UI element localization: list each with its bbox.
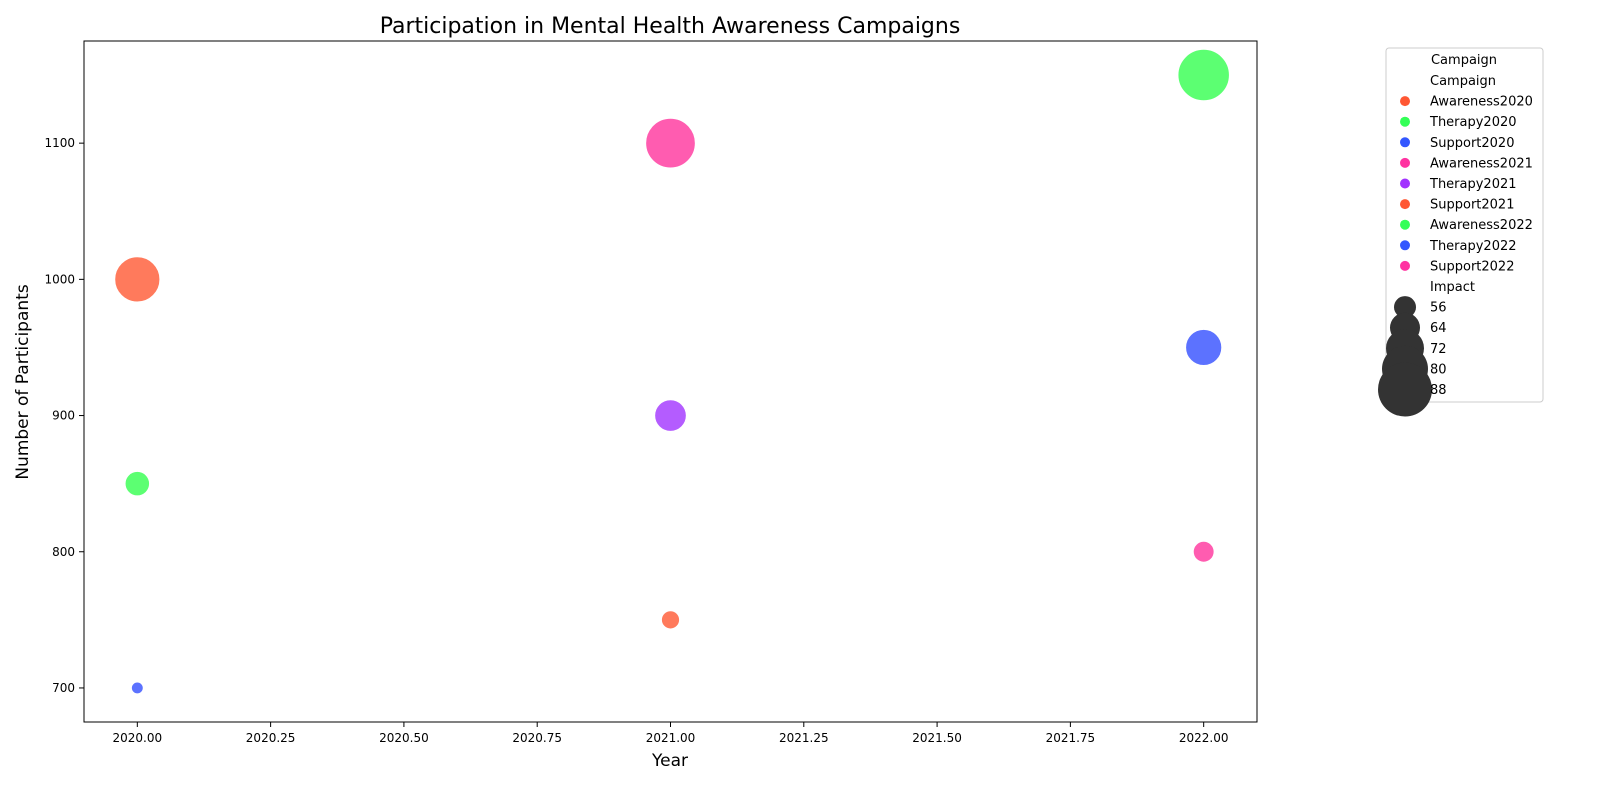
x-tick-label: 2020.75 (512, 731, 562, 745)
legend-hue-title: Campaign (1430, 74, 1496, 89)
legend: Campaign Campaign Awareness2020 Therapy202… (1378, 47, 1544, 417)
data-point-awareness2021 (645, 117, 696, 169)
chart-title: Participation in Mental Health Awareness… (380, 14, 961, 39)
legend-title: Campaign (1431, 53, 1497, 68)
legend-marker-therapy2020 (1400, 116, 1410, 127)
y-tick-label: 1100 (44, 136, 75, 150)
data-point-awareness2020 (114, 256, 161, 303)
legend-marker-therapy2022 (1400, 240, 1410, 251)
legend-frame (1385, 47, 1544, 403)
legend-size-label-64: 64 (1430, 321, 1447, 336)
x-tick-label: 2022.00 (1179, 731, 1229, 745)
x-tick-label: 2021.00 (646, 731, 696, 745)
y-tick-label: 900 (52, 409, 75, 423)
x-axis-label: Year (651, 751, 688, 771)
legend-label-awareness2020: Awareness2020 (1430, 95, 1533, 110)
y-axis: 700 800 900 1000 1100 (44, 136, 84, 695)
legend-size-label-80: 80 (1430, 362, 1447, 377)
legend-size-title: Impact (1430, 280, 1475, 295)
legend-label-awareness2021: Awareness2021 (1430, 156, 1533, 171)
x-tick-label: 2021.25 (779, 731, 829, 745)
legend-marker-awareness2021 (1400, 157, 1410, 168)
data-point-support2022 (1192, 541, 1215, 563)
x-tick-label: 2020.50 (379, 731, 429, 745)
x-tick-label: 2020.25 (246, 731, 296, 745)
y-axis-label: Number of Participants (13, 284, 33, 479)
legend-marker-support2021 (1400, 199, 1410, 210)
legend-label-awareness2022: Awareness2022 (1430, 218, 1533, 233)
legend-marker-awareness2022 (1400, 219, 1410, 230)
data-point-therapy2022 (1185, 329, 1223, 366)
legend-size-label-56: 56 (1430, 301, 1447, 316)
data-point-awareness2022 (1177, 49, 1230, 102)
data-point-therapy2021 (654, 399, 687, 432)
y-tick-label: 1000 (44, 272, 75, 286)
legend-label-therapy2021: Therapy2021 (1429, 177, 1517, 192)
legend-size-marker-56 (1394, 296, 1416, 319)
x-tick-label: 2021.75 (1046, 731, 1096, 745)
data-point-support2021 (661, 610, 680, 630)
data-point-therapy2020 (124, 471, 150, 497)
legend-label-support2021: Support2021 (1430, 198, 1514, 213)
legend-marker-support2020 (1400, 137, 1410, 148)
data-point-support2020 (131, 681, 144, 695)
legend-marker-support2022 (1400, 260, 1410, 271)
legend-label-support2020: Support2020 (1430, 136, 1514, 151)
plot-area (83, 40, 1258, 723)
legend-size-label-88: 88 (1430, 383, 1447, 398)
legend-label-support2022: Support2022 (1430, 259, 1514, 274)
y-tick-label: 800 (52, 545, 75, 559)
legend-marker-therapy2021 (1400, 178, 1410, 189)
x-tick-label: 2020.00 (113, 731, 163, 745)
y-tick-label: 700 (52, 681, 75, 695)
x-axis: 2020.00 2020.25 2020.50 2020.75 2021.00 2021.… (113, 722, 1229, 745)
legend-size-label-72: 72 (1430, 342, 1447, 357)
legend-label-therapy2020: Therapy2020 (1429, 115, 1517, 130)
legend-label-therapy2022: Therapy2022 (1429, 239, 1517, 254)
legend-marker-awareness2020 (1400, 96, 1410, 107)
legend-items: Campaign Awareness2020 Therapy2020 Support2… (1378, 74, 1533, 417)
legend-size-marker-88 (1378, 362, 1432, 417)
x-tick-label: 2021.50 (912, 731, 962, 745)
